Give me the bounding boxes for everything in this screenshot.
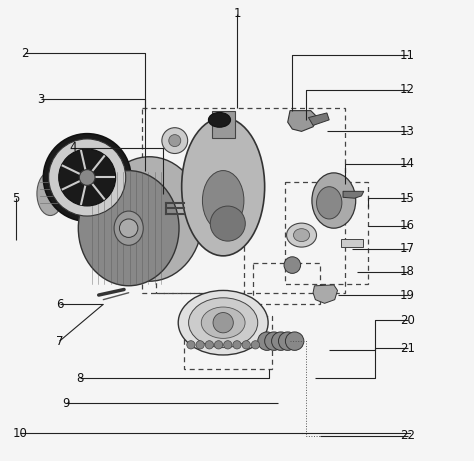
- Text: 7: 7: [56, 335, 63, 348]
- Ellipse shape: [312, 173, 356, 228]
- Circle shape: [187, 341, 195, 349]
- Circle shape: [196, 341, 204, 349]
- Text: 3: 3: [37, 93, 45, 106]
- Circle shape: [162, 128, 188, 154]
- Circle shape: [284, 257, 301, 273]
- Circle shape: [210, 206, 246, 241]
- Text: 15: 15: [400, 192, 415, 205]
- Text: 6: 6: [56, 298, 63, 311]
- Ellipse shape: [78, 171, 179, 286]
- Bar: [184, 316, 272, 369]
- Circle shape: [214, 341, 223, 349]
- Ellipse shape: [114, 211, 143, 245]
- Ellipse shape: [202, 171, 244, 230]
- Text: 21: 21: [400, 342, 415, 355]
- Bar: [253, 263, 320, 304]
- Ellipse shape: [287, 223, 317, 247]
- Circle shape: [233, 341, 241, 349]
- Bar: [156, 168, 244, 293]
- Ellipse shape: [317, 187, 342, 219]
- Ellipse shape: [189, 298, 258, 348]
- Ellipse shape: [209, 112, 230, 127]
- Bar: [212, 111, 235, 138]
- Text: 4: 4: [70, 141, 77, 154]
- Bar: [285, 182, 368, 284]
- Bar: [143, 108, 346, 293]
- Polygon shape: [309, 113, 329, 125]
- Bar: [341, 239, 363, 247]
- Circle shape: [169, 135, 181, 147]
- Ellipse shape: [182, 118, 264, 256]
- Text: 20: 20: [400, 314, 415, 327]
- Text: 17: 17: [400, 242, 415, 255]
- Text: 22: 22: [400, 429, 415, 442]
- Circle shape: [264, 332, 283, 350]
- Circle shape: [44, 134, 131, 221]
- Text: 5: 5: [12, 192, 19, 205]
- Circle shape: [224, 341, 232, 349]
- Ellipse shape: [293, 229, 310, 242]
- Text: 10: 10: [13, 427, 28, 440]
- Ellipse shape: [37, 172, 64, 216]
- Text: 13: 13: [400, 125, 415, 138]
- Text: 18: 18: [400, 266, 415, 278]
- Circle shape: [119, 219, 138, 237]
- Circle shape: [79, 170, 95, 185]
- Text: 16: 16: [400, 219, 415, 232]
- Circle shape: [59, 149, 116, 206]
- Polygon shape: [288, 111, 318, 131]
- Text: 1: 1: [233, 7, 241, 20]
- Circle shape: [213, 313, 233, 333]
- Ellipse shape: [96, 157, 202, 281]
- Circle shape: [258, 332, 276, 350]
- Text: 2: 2: [21, 47, 29, 59]
- Polygon shape: [313, 285, 337, 303]
- Text: 8: 8: [77, 372, 84, 384]
- Circle shape: [272, 332, 290, 350]
- Text: 9: 9: [63, 397, 70, 410]
- Circle shape: [285, 332, 304, 350]
- Circle shape: [279, 332, 297, 350]
- Polygon shape: [343, 191, 364, 198]
- Ellipse shape: [178, 290, 268, 355]
- Text: 11: 11: [400, 49, 415, 62]
- Circle shape: [49, 139, 126, 216]
- Text: 19: 19: [400, 289, 415, 301]
- Circle shape: [205, 341, 213, 349]
- Circle shape: [242, 341, 250, 349]
- Text: 14: 14: [400, 157, 415, 170]
- Ellipse shape: [201, 307, 245, 338]
- Circle shape: [251, 341, 260, 349]
- Text: 12: 12: [400, 83, 415, 96]
